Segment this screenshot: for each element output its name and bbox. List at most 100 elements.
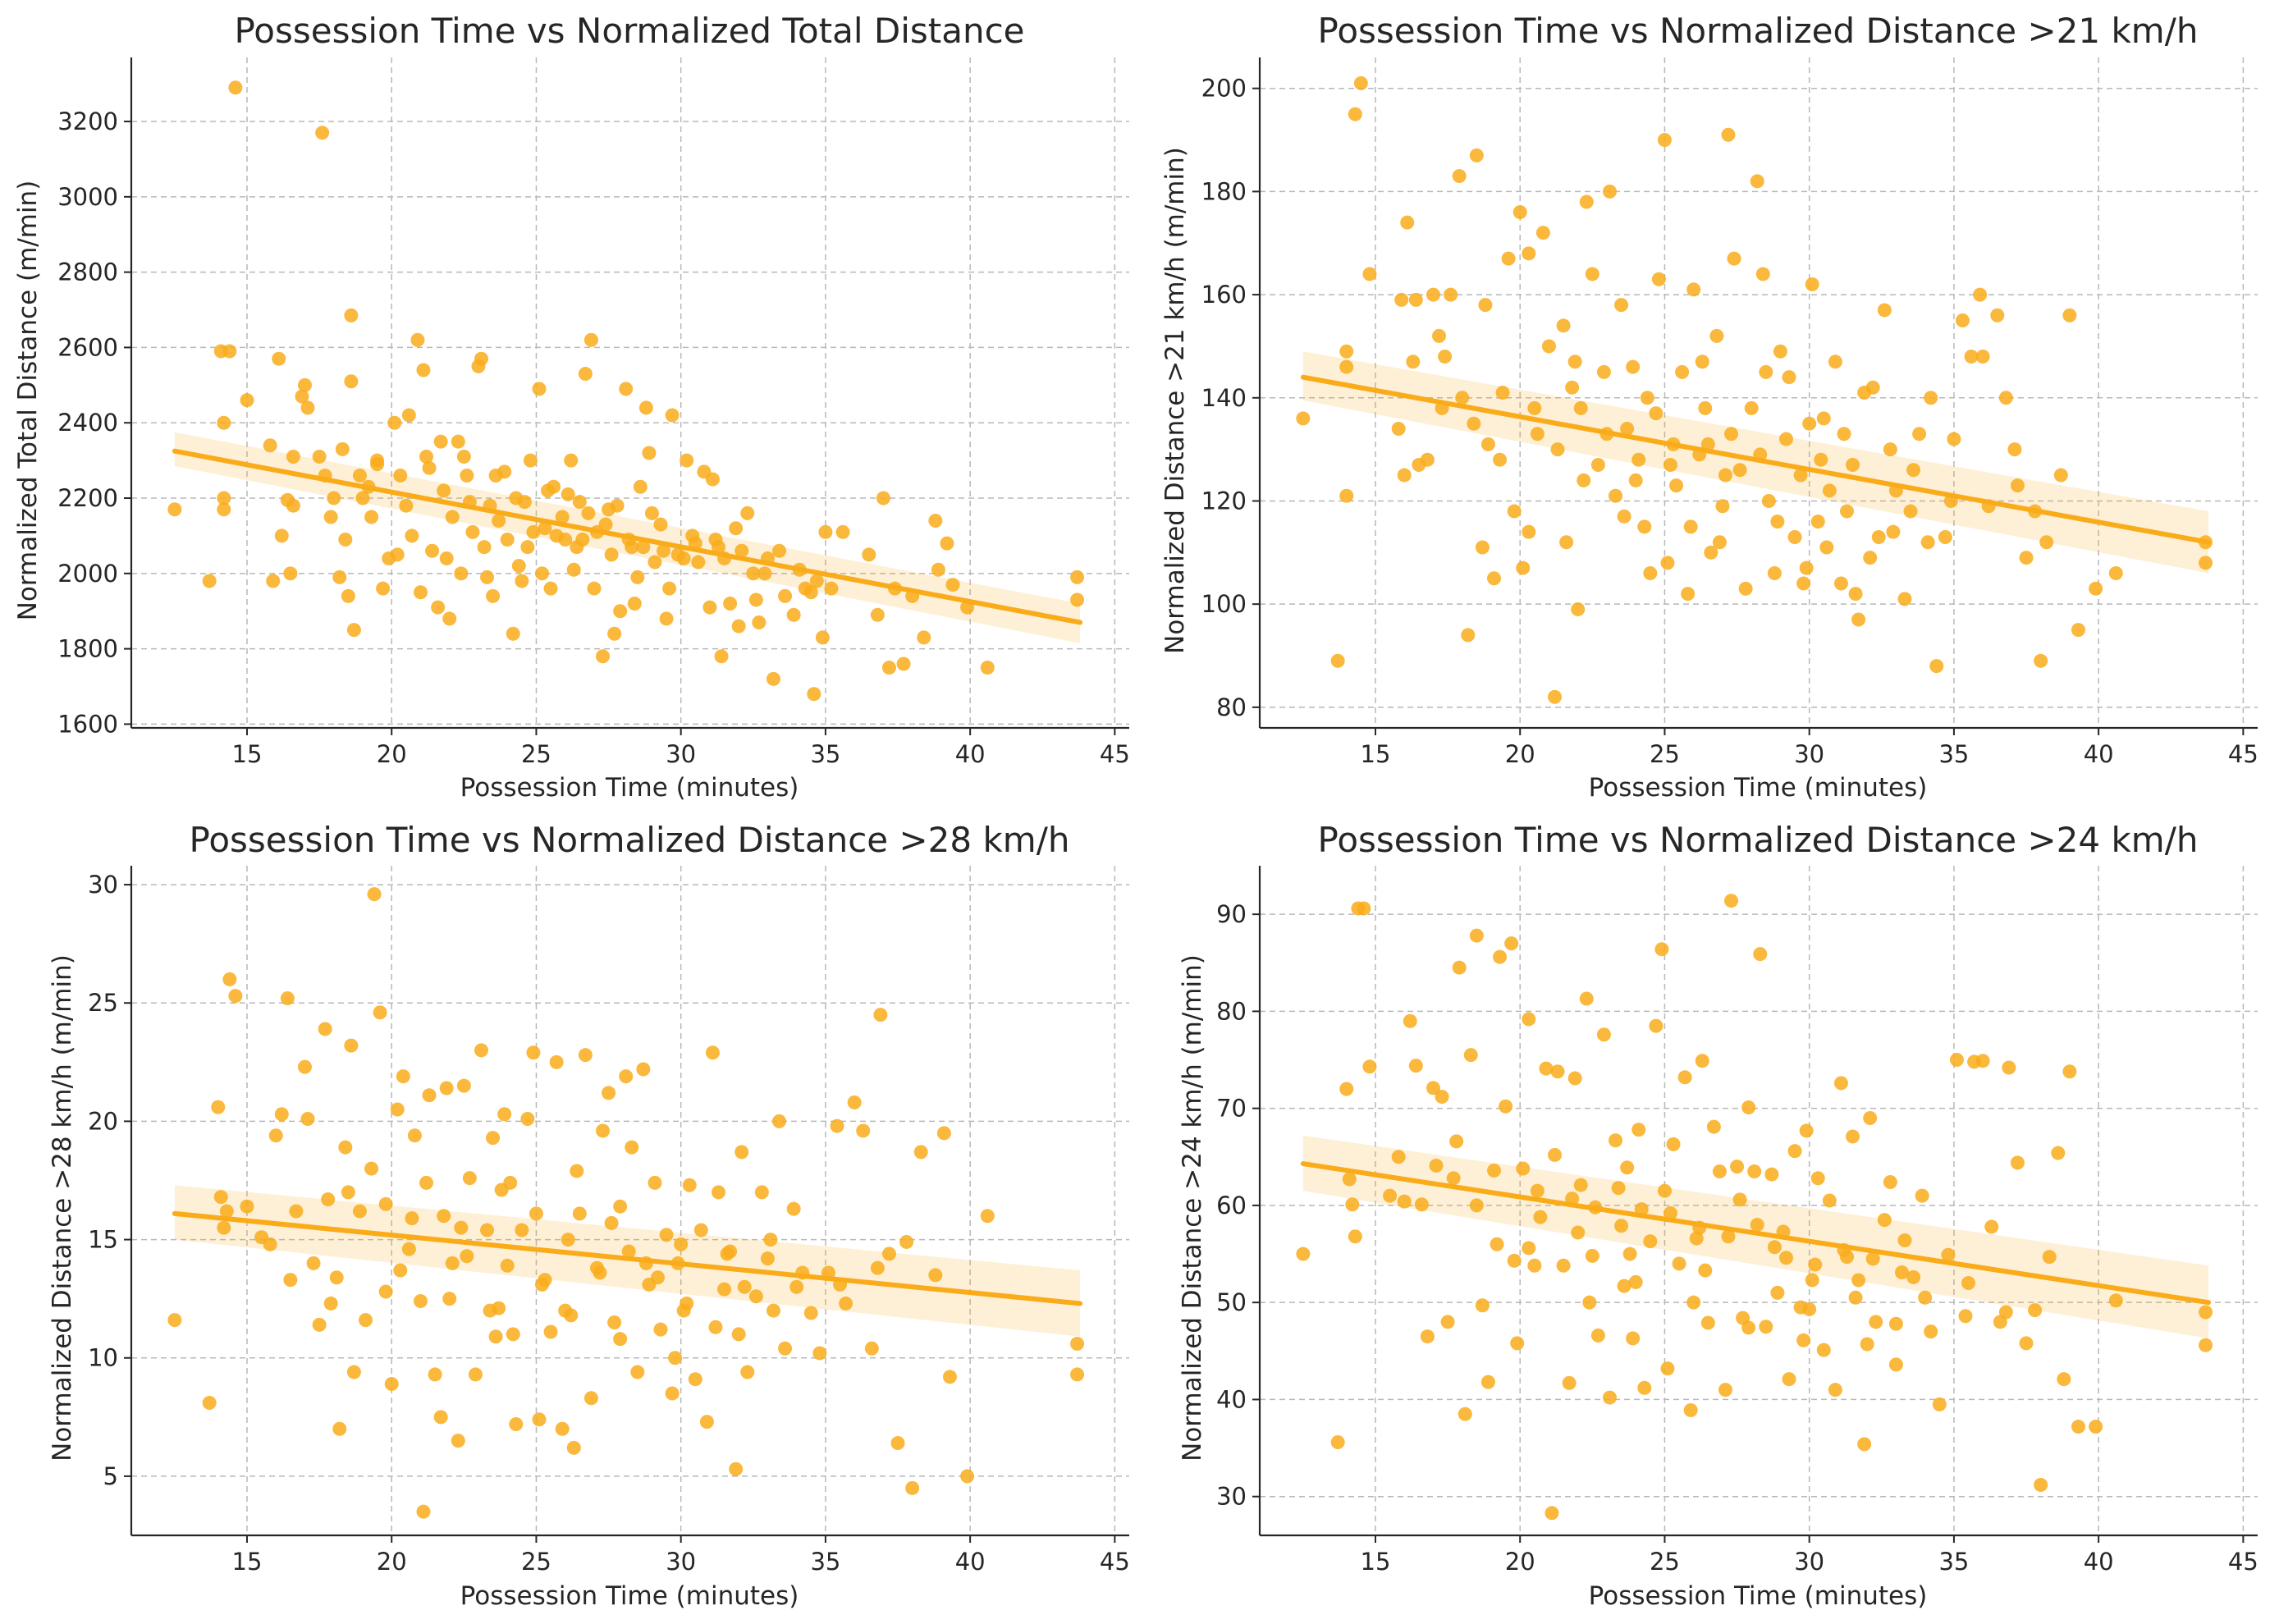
scatter-point	[346, 1365, 361, 1379]
scatter-point	[1738, 581, 1753, 596]
scatter-point	[1070, 570, 1085, 584]
scatter-point	[757, 566, 772, 581]
scatter-point	[1631, 452, 1646, 467]
scatter-point	[437, 483, 451, 498]
scatter-point	[1628, 473, 1643, 487]
scatter-point	[558, 533, 573, 547]
scatter-point	[442, 1292, 457, 1306]
scatter-point	[752, 615, 767, 629]
scatter-point	[1837, 427, 1851, 441]
scatter-point	[1527, 1258, 1542, 1273]
scatter-point	[1649, 406, 1663, 421]
scatter-point	[748, 1289, 763, 1304]
scatter-point	[1643, 1234, 1658, 1249]
scatter-point	[370, 453, 385, 468]
scatter-point	[1961, 1276, 1976, 1291]
scatter-point	[1863, 551, 1878, 565]
scatter-point	[346, 623, 361, 638]
scatter-point	[1906, 1269, 1921, 1284]
scatter-point	[1480, 437, 1495, 451]
scatter-point	[572, 495, 587, 510]
scatter-point	[1767, 1240, 1782, 1255]
scatter-point	[555, 510, 570, 524]
scatter-point	[940, 536, 954, 551]
scatter-point	[344, 308, 359, 323]
scatter-point	[555, 1421, 570, 1436]
scatter-point	[437, 1209, 451, 1224]
scatter-point	[890, 1436, 905, 1451]
x-tick-label: 45	[2228, 740, 2258, 768]
y-tick-label: 160	[1201, 281, 1247, 309]
scatter-point	[297, 1059, 312, 1074]
scatter-point	[881, 661, 896, 675]
y-tick-label: 70	[1216, 1095, 1247, 1123]
scatter-point	[1761, 493, 1776, 508]
scatter-point	[2034, 653, 2048, 668]
scatter-point	[1810, 515, 1825, 529]
scatter-point	[315, 126, 330, 140]
scatter-point	[1507, 1253, 1522, 1268]
scatter-point	[1660, 556, 1675, 570]
scatter-point	[720, 1247, 734, 1261]
scatter-point	[1805, 277, 1819, 292]
scatter-point	[1846, 457, 1860, 472]
scatter-point	[355, 491, 370, 505]
scatter-point	[1727, 251, 1741, 266]
scatter-point	[1782, 1372, 1796, 1387]
regression-line	[172, 448, 1083, 625]
scatter-point	[1799, 1123, 1814, 1138]
scatter-point	[1883, 442, 1897, 457]
scatter-point	[942, 1370, 957, 1384]
scatter-point	[219, 1204, 234, 1219]
scatter-point	[1567, 355, 1582, 369]
scatter-point	[621, 1244, 636, 1259]
scatter-point	[399, 498, 414, 513]
x-tick-label: 40	[955, 740, 986, 768]
scatter-point	[633, 479, 648, 494]
scatter-point	[486, 1131, 501, 1146]
scatter-point	[734, 543, 749, 558]
y-tick-label: 1600	[57, 710, 118, 738]
scatter-point	[300, 400, 315, 415]
scatter-point	[1796, 576, 1811, 591]
scatter-point	[657, 543, 671, 558]
scatter-point	[1357, 901, 1371, 916]
scatter-point	[1562, 1375, 1577, 1390]
scatter-point	[1585, 1248, 1599, 1263]
x-tick-label: 40	[2084, 740, 2114, 768]
scatter-point	[896, 656, 911, 671]
scatter-point	[1770, 515, 1785, 529]
scatter-point	[1637, 519, 1652, 534]
scatter-point	[1577, 473, 1591, 487]
scatter-point	[1700, 437, 1715, 451]
scatter-point	[425, 543, 440, 558]
scatter-point	[480, 1223, 495, 1237]
scatter-point	[708, 533, 723, 547]
scatter-point	[613, 1332, 628, 1347]
scatter-point	[1894, 1265, 1909, 1280]
scatter-point	[1975, 350, 1990, 364]
scatter-point	[506, 626, 520, 641]
scatter-point	[274, 528, 289, 543]
scatter-point	[1620, 421, 1635, 436]
scatter-point	[1833, 576, 1848, 591]
scatter-point	[1617, 509, 1631, 524]
scatter-point	[1643, 565, 1658, 580]
scatter-point	[538, 521, 552, 536]
scatter-point	[1490, 1237, 1504, 1251]
scatter-point	[1426, 1081, 1440, 1096]
scatter-point	[1863, 1110, 1878, 1125]
scatter-point	[352, 468, 367, 483]
scatter-point	[864, 1341, 879, 1356]
y-tick-label: 10	[88, 1344, 118, 1372]
scatter-point	[1672, 1256, 1686, 1271]
scatter-point	[1507, 504, 1522, 519]
scatter-point	[1883, 1175, 1897, 1190]
scatter-point	[1516, 560, 1531, 575]
scatter-point	[1452, 960, 1467, 975]
regression-line	[172, 1210, 1083, 1306]
scatter-point	[1596, 364, 1611, 379]
scatter-point	[980, 1209, 995, 1224]
y-axis-label: Normalized Distance >24 km/h (m/min)	[1178, 954, 1207, 1462]
